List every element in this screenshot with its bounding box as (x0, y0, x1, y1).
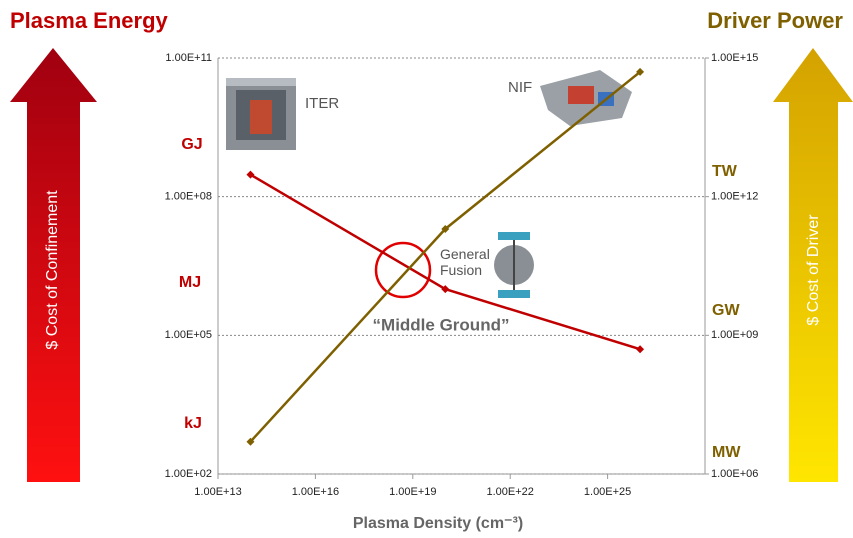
y-tick-label: 1.00E+11 (165, 52, 212, 64)
iter-label: ITER (305, 96, 339, 112)
general-fusion-icon (494, 232, 534, 298)
middle-ground-label: “Middle Ground” (373, 315, 510, 334)
unit-label: GW (712, 302, 740, 319)
x-tick-label: 1.00E+19 (389, 486, 436, 498)
unit-label: kJ (184, 415, 202, 432)
chart: $ Cost of Confinement $ Cost of Driver P… (0, 0, 853, 538)
general-fusion-label: General Fusion (440, 246, 496, 278)
data-point (636, 345, 644, 353)
left-title: Plasma Energy (10, 8, 169, 33)
left-arrow-label: $ Cost of Confinement (44, 190, 61, 350)
y2-tick-label: 1.00E+09 (711, 329, 758, 341)
y-tick-label: 1.00E+02 (165, 468, 212, 480)
right-arrow-label: $ Cost of Driver (805, 214, 822, 326)
x-tick-label: 1.00E+16 (292, 486, 339, 498)
iter-icon (226, 78, 296, 150)
page: $ Cost of Confinement $ Cost of Driver P… (0, 0, 853, 538)
unit-label: GJ (181, 136, 202, 153)
unit-label: MW (712, 444, 741, 461)
unit-label: TW (712, 163, 738, 180)
unit-label: MJ (179, 274, 201, 291)
y2-tick-label: 1.00E+06 (711, 468, 758, 480)
y-tick-label: 1.00E+05 (165, 329, 212, 341)
right-title: Driver Power (707, 8, 843, 33)
x-axis-title: Plasma Density (cm⁻³) (353, 515, 523, 532)
nif-label: NIF (508, 80, 532, 96)
y-tick-label: 1.00E+08 (165, 191, 212, 203)
highlight-circle (376, 243, 430, 297)
nif-icon (540, 70, 632, 126)
y2-tick-label: 1.00E+12 (711, 191, 758, 203)
x-tick-label: 1.00E+22 (486, 486, 533, 498)
x-tick-label: 1.00E+25 (584, 486, 631, 498)
x-tick-label: 1.00E+13 (194, 486, 241, 498)
y2-tick-label: 1.00E+15 (711, 52, 758, 64)
